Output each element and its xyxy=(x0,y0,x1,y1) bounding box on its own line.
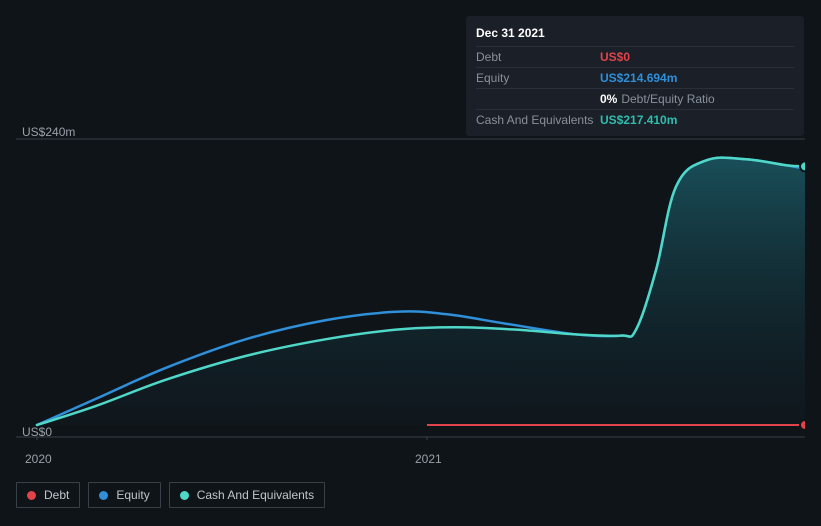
legend-label: Equity xyxy=(116,488,149,502)
xaxis-tick-label: 2020 xyxy=(25,452,52,466)
legend-item[interactable]: Cash And Equivalents xyxy=(169,482,325,508)
tooltip-row-value: US$214.694m xyxy=(600,71,677,85)
tooltip-row-value: US$0 xyxy=(600,50,630,64)
legend-item[interactable]: Equity xyxy=(88,482,160,508)
chart-svg xyxy=(16,125,805,440)
legend-item[interactable]: Debt xyxy=(16,482,80,508)
chart-area[interactable] xyxy=(16,125,805,440)
tooltip-row-label xyxy=(476,92,600,106)
tooltip-row-value: 0%Debt/Equity Ratio xyxy=(600,92,715,106)
chart-tooltip: Dec 31 2021 DebtUS$0EquityUS$214.694m0%D… xyxy=(466,16,804,136)
legend-label: Debt xyxy=(44,488,69,502)
legend-label: Cash And Equivalents xyxy=(197,488,314,502)
tooltip-row-label: Debt xyxy=(476,50,600,64)
tooltip-row-label: Equity xyxy=(476,71,600,85)
tooltip-date: Dec 31 2021 xyxy=(476,22,794,47)
legend: Debt Equity Cash And Equivalents xyxy=(16,482,325,508)
tooltip-row: EquityUS$214.694m xyxy=(476,68,794,89)
xaxis-tick-label: 2021 xyxy=(415,452,442,466)
legend-dot-icon xyxy=(99,491,108,500)
legend-dot-icon xyxy=(27,491,36,500)
tooltip-row: DebtUS$0 xyxy=(476,47,794,68)
tooltip-row: 0%Debt/Equity Ratio xyxy=(476,89,794,110)
legend-dot-icon xyxy=(180,491,189,500)
tooltip-row-suffix: Debt/Equity Ratio xyxy=(621,92,714,106)
